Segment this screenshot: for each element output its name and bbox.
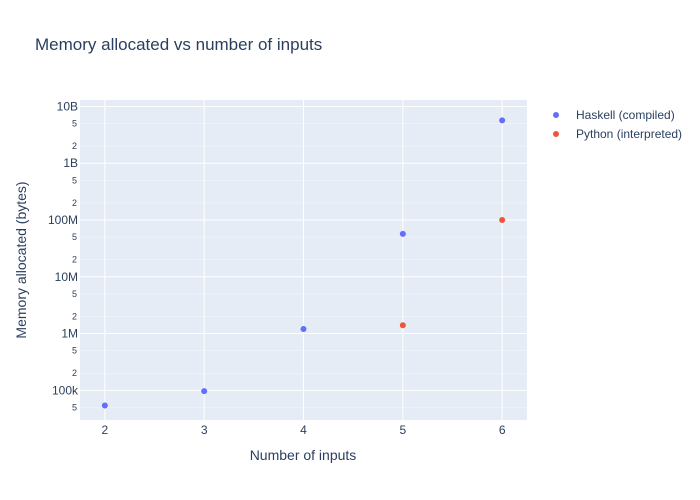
y-tick-label: 10B: [57, 99, 78, 113]
data-point-haskell: [499, 117, 506, 124]
y-minor-tick-label: 5: [72, 402, 77, 412]
legend-item-python[interactable]: Python (interpreted): [553, 127, 682, 141]
y-axis-title: Memory allocated (bytes): [13, 181, 29, 338]
data-point-haskell: [399, 230, 406, 237]
y-minor-tick-label: 2: [72, 311, 77, 321]
x-axis-ticks: 2 3 4 5 6: [101, 423, 505, 437]
legend-marker-python: [553, 131, 559, 137]
y-tick-label: 10M: [55, 270, 78, 284]
x-tick-label: 6: [499, 423, 506, 437]
y-minor-tick-label: 2: [72, 141, 77, 151]
data-point-python: [499, 217, 506, 224]
y-tick-label: 100k: [52, 383, 79, 397]
y-minor-tick-label: 2: [72, 198, 77, 208]
y-axis-ticks: 5 2 5 2 5 2 5 2 5 2 5 100k 1M 10M 100M 1B 10B: [48, 99, 79, 412]
y-minor-tick-label: 2: [72, 368, 77, 378]
legend-label-python: Python (interpreted): [576, 127, 682, 141]
x-tick-label: 2: [101, 423, 108, 437]
data-point-haskell: [101, 402, 108, 409]
legend-marker-haskell: [553, 112, 559, 118]
data-point-haskell: [201, 388, 208, 395]
y-minor-tick-label: 5: [72, 289, 77, 299]
x-tick-label: 3: [201, 423, 208, 437]
chart-title: Memory allocated vs number of inputs: [35, 35, 322, 54]
x-tick-label: 4: [300, 423, 307, 437]
legend-item-haskell[interactable]: Haskell (compiled): [553, 108, 675, 122]
y-minor-tick-label: 2: [72, 255, 77, 265]
data-point-haskell: [300, 326, 307, 333]
data-point-python: [399, 322, 406, 329]
grid-lines: [80, 100, 527, 420]
y-tick-label: 1B: [63, 156, 78, 170]
y-tick-label: 100M: [48, 213, 78, 227]
y-tick-label: 1M: [61, 327, 78, 341]
legend: Haskell (compiled) Python (interpreted): [553, 108, 682, 141]
legend-label-haskell: Haskell (compiled): [576, 108, 675, 122]
y-minor-tick-label: 5: [72, 119, 77, 129]
y-minor-tick-label: 5: [72, 175, 77, 185]
x-tick-label: 5: [399, 423, 406, 437]
y-minor-tick-label: 5: [72, 346, 77, 356]
x-axis-title: Number of inputs: [250, 447, 357, 463]
data-points: [101, 117, 506, 409]
y-minor-tick-label: 5: [72, 232, 77, 242]
